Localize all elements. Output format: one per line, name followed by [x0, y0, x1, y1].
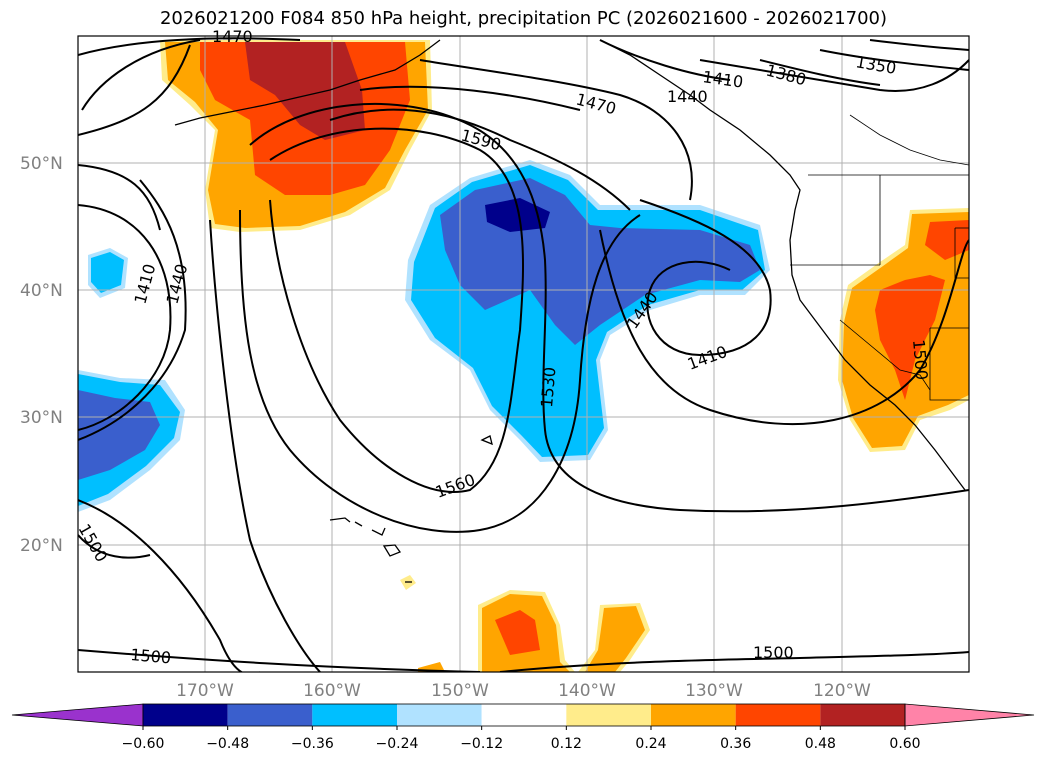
colorbar-swatch [481, 704, 567, 726]
contour-label: 1500 [130, 645, 172, 667]
lon-label: 120°W [813, 681, 871, 701]
lat-label: 40°N [20, 281, 63, 301]
colorbar-swatch [143, 704, 228, 726]
colorbar-tick-label: 0.12 [551, 736, 582, 752]
contour-label: 1440 [667, 87, 708, 106]
colorbar-tick-label: 0.60 [889, 736, 920, 752]
precip-positive-south [400, 575, 650, 672]
colorbar-tick-label: −0.60 [122, 736, 165, 752]
contour-label: 1500 [909, 339, 931, 381]
precip-negative-west [78, 248, 185, 512]
lon-label: 140°W [558, 681, 616, 701]
colorbar-swatch [227, 704, 313, 726]
precip-positive-east [838, 208, 969, 452]
colorbar-extend-high [904, 703, 1035, 727]
colorbar-tick-label: −0.12 [460, 736, 503, 752]
lat-label: 20°N [20, 536, 63, 556]
contour-label: 1500 [753, 643, 794, 662]
lon-label: 160°W [303, 681, 361, 701]
contour-labels: 1470 1410 1440 1380 1350 1470 1590 1410 … [75, 27, 932, 668]
colorbar-tick-label: −0.36 [291, 736, 334, 752]
contour-label: 1470 [212, 27, 253, 46]
colorbar-tick-label: 0.24 [635, 736, 666, 752]
colorbar-outline [142, 703, 906, 727]
plot-border [77, 35, 970, 673]
coastlines [174, 39, 966, 583]
colorbar-tick-label: −0.48 [206, 736, 249, 752]
colorbar-swatch [735, 704, 821, 726]
map-title: 2026021200 F084 850 hPa height, precipit… [159, 8, 888, 29]
colorbar-swatch [651, 704, 736, 726]
contour-label: 1530 [537, 366, 559, 408]
colorbar-tick-label: −0.24 [376, 736, 419, 752]
lon-label: 130°W [685, 681, 743, 701]
colorbar-swatch [397, 704, 482, 726]
colorbar-swatch [312, 704, 397, 726]
colorbar-extend-low [11, 703, 144, 727]
colorbar-swatch [566, 704, 651, 726]
lat-label: 30°N [20, 408, 63, 428]
lon-label: 150°W [431, 681, 489, 701]
colorbar-tick-label: 0.36 [720, 736, 751, 752]
colorbar-tick-label: 0.48 [805, 736, 836, 752]
lat-label: 50°N [20, 154, 63, 174]
lon-label: 170°W [176, 681, 234, 701]
longitude-labels: 170°W 160°W 150°W 140°W 130°W 120°W [176, 681, 871, 701]
latitude-labels: 50°N 40°N 30°N 20°N [20, 154, 63, 556]
colorbar-swatch [820, 704, 905, 726]
colorbar: −0.60 −0.48 −0.36 −0.24 −0.12 0.12 0.24 0.36 0.4… [11, 703, 1035, 752]
height-contours [78, 37, 969, 672]
